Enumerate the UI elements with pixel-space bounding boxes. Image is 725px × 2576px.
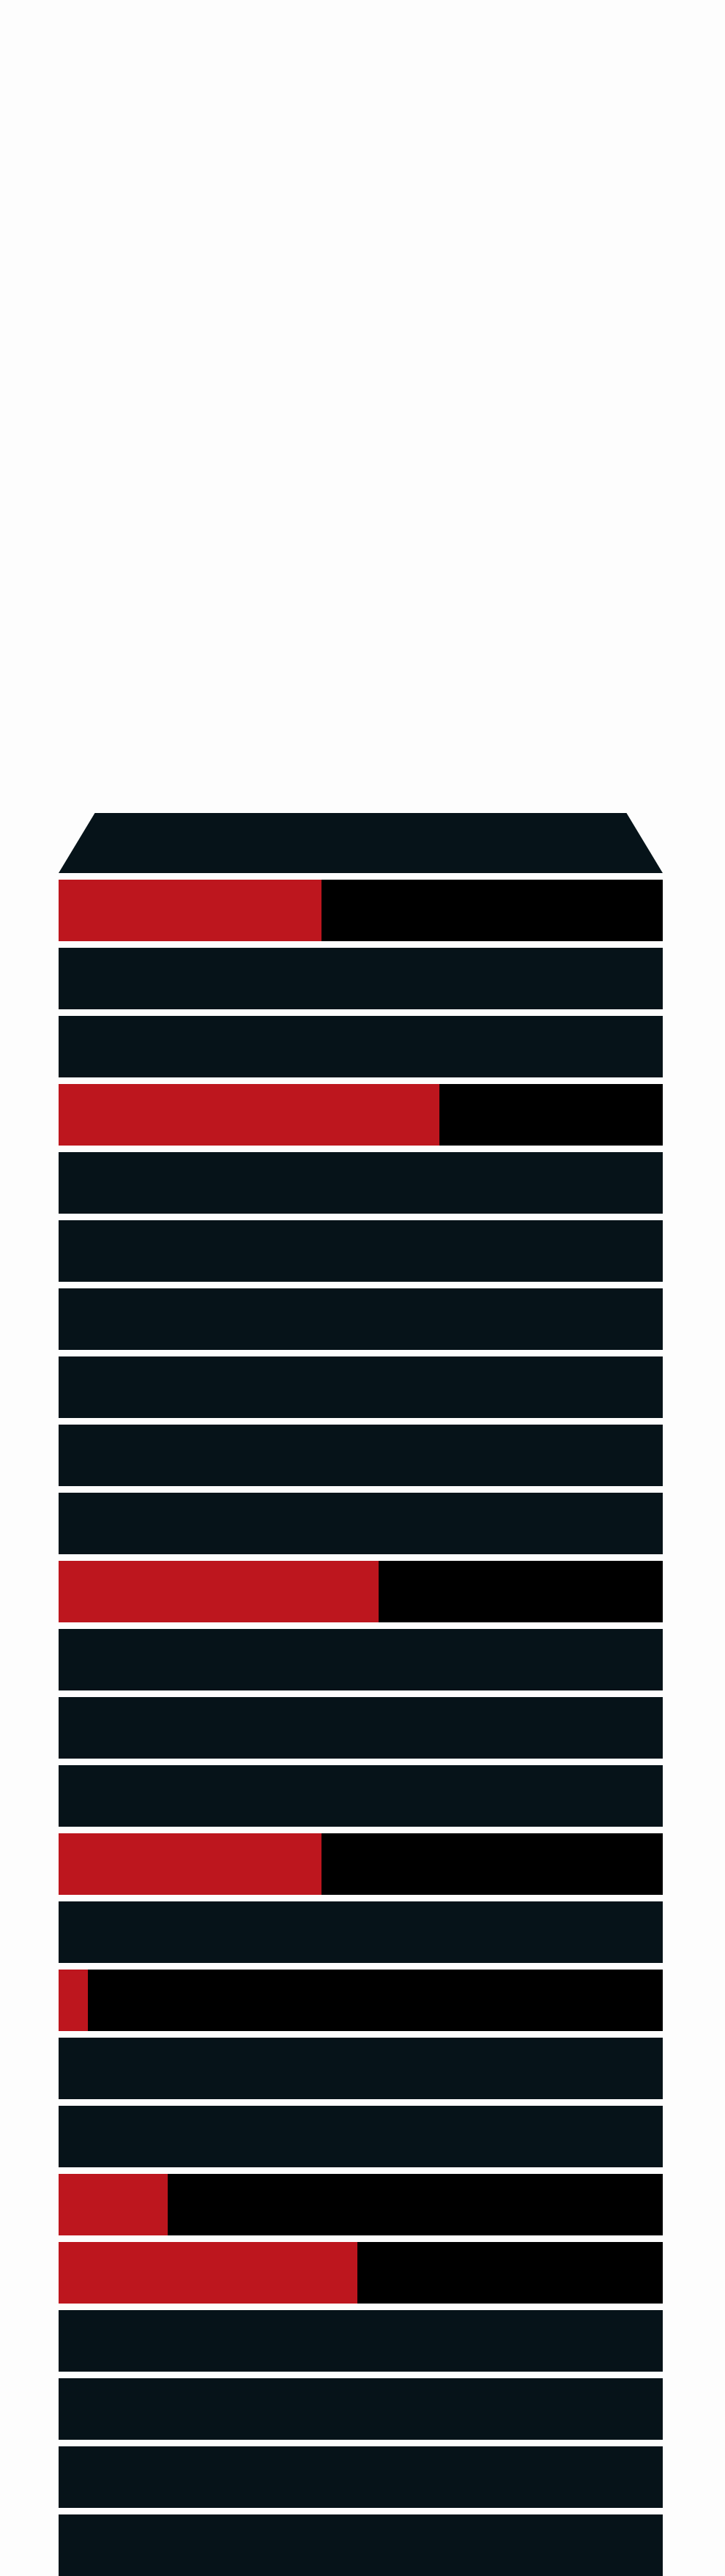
meter-row (59, 2038, 663, 2099)
meter-row (59, 2446, 663, 2508)
level-meter-tower (59, 813, 663, 2576)
meter-fill (59, 880, 321, 941)
meter-row (59, 1765, 663, 1827)
meter-row (59, 1152, 663, 1214)
meter-row (59, 1833, 663, 1895)
meter-row (59, 1629, 663, 1690)
meter-fill (59, 1833, 321, 1895)
meter-row (59, 2106, 663, 2167)
meter-row (59, 1901, 663, 1963)
meter-row (59, 2242, 663, 2304)
meter-row (59, 1493, 663, 1554)
meter-row (59, 880, 663, 941)
tower-cap (59, 813, 663, 873)
meter-rows (59, 873, 663, 2576)
meter-fill (59, 2242, 358, 2304)
meter-row (59, 1288, 663, 1350)
meter-row (59, 948, 663, 1009)
meter-row (59, 2514, 663, 2576)
meter-row (59, 2378, 663, 2440)
meter-row (59, 1220, 663, 1282)
meter-row (59, 1084, 663, 1146)
meter-row (59, 1561, 663, 1622)
meter-row (59, 1697, 663, 1759)
meter-row (59, 2174, 663, 2235)
meter-fill (59, 1084, 439, 1146)
meter-row (59, 2310, 663, 2372)
meter-row (59, 1425, 663, 1486)
meter-fill (59, 1561, 379, 1622)
meter-row (59, 1016, 663, 1077)
meter-row (59, 1356, 663, 1418)
empty-header-area (0, 0, 725, 813)
meter-fill (59, 1970, 88, 2031)
meter-row (59, 1970, 663, 2031)
meter-fill (59, 2174, 168, 2235)
